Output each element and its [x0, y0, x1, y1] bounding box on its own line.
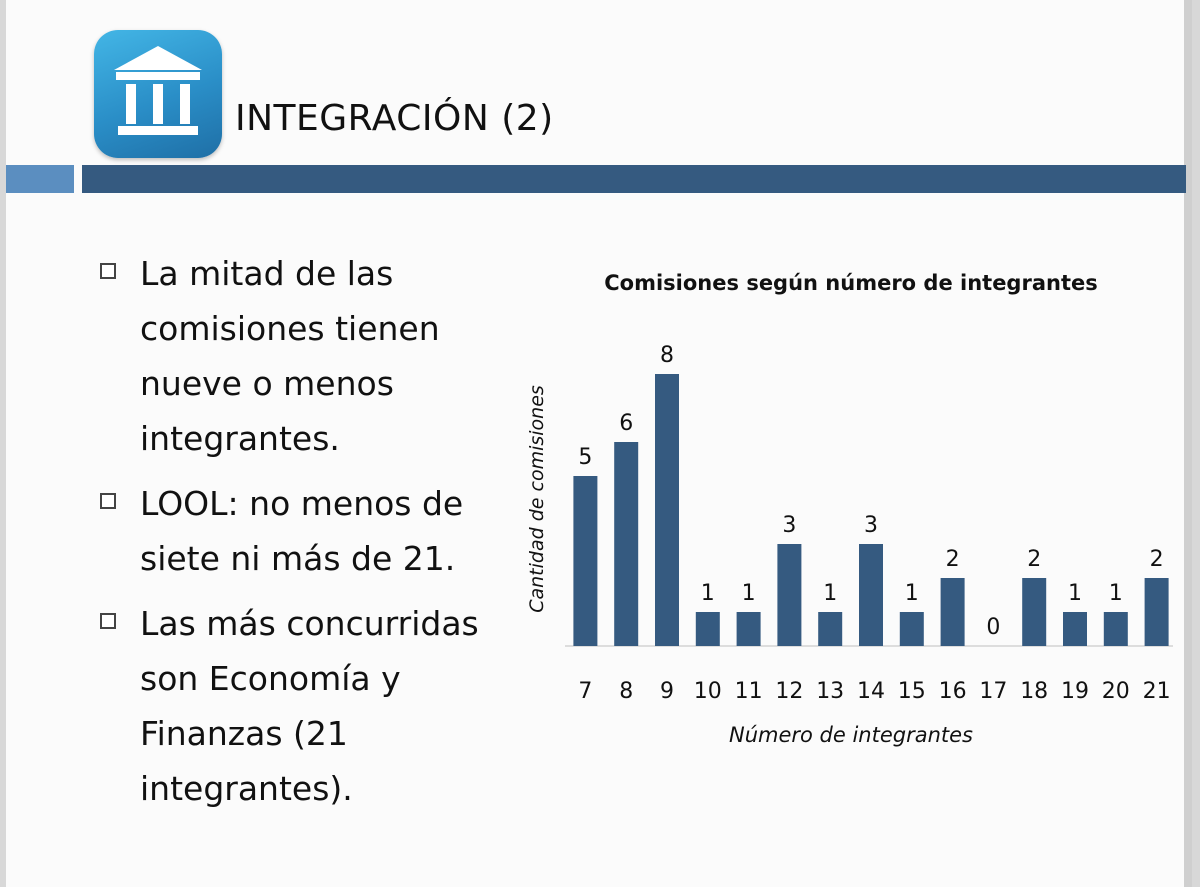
data-label-14: 3 — [864, 513, 878, 538]
bar-12 — [777, 544, 802, 646]
data-label-15: 1 — [905, 581, 919, 606]
bullet-item: Las más concurridas son Economía y Finan… — [100, 596, 510, 816]
x-tick-label-15: 15 — [898, 679, 926, 704]
bar-7 — [573, 476, 598, 646]
x-tick-label-8: 8 — [619, 679, 633, 704]
bar-19 — [1063, 612, 1087, 646]
bank-building-icon — [94, 30, 222, 158]
bullet-text: La mitad de las comisiones tienen nueve … — [140, 254, 440, 458]
bar-21 — [1144, 578, 1169, 646]
bullet-text: LOOL: no menos de siete ni más de 21. — [140, 484, 464, 578]
square-bullet-icon — [100, 263, 116, 279]
x-tick-label-13: 13 — [816, 679, 844, 704]
bar-14 — [859, 544, 883, 646]
chart-title: Comisiones según número de integrantes — [604, 271, 1097, 295]
x-tick-label-11: 11 — [735, 679, 763, 704]
bullet-item: La mitad de las comisiones tienen nueve … — [100, 246, 510, 466]
x-tick-label-12: 12 — [775, 679, 803, 704]
square-bullet-icon — [100, 613, 116, 629]
data-label-13: 1 — [823, 581, 837, 606]
bar-10 — [695, 612, 720, 646]
x-tick-label-10: 10 — [694, 679, 722, 704]
x-tick-label-19: 19 — [1061, 679, 1089, 704]
bullet-item: LOOL: no menos de siete ni más de 21. — [100, 476, 510, 586]
bar-13 — [818, 612, 843, 646]
header-bar — [82, 165, 1186, 193]
bullet-list: La mitad de las comisiones tienen nueve … — [100, 246, 510, 826]
data-label-9: 8 — [660, 343, 674, 368]
bar-18 — [1022, 578, 1047, 646]
data-label-10: 1 — [701, 581, 715, 606]
data-label-20: 1 — [1109, 581, 1123, 606]
bar-9 — [655, 374, 679, 646]
bar-group: 5768891101113121133141152160172181191202… — [573, 343, 1171, 704]
square-bullet-icon — [100, 493, 116, 509]
x-tick-label-17: 17 — [979, 679, 1007, 704]
data-label-16: 2 — [946, 547, 960, 572]
data-label-7: 5 — [578, 445, 592, 470]
x-tick-label-7: 7 — [578, 679, 592, 704]
bar-11 — [736, 612, 761, 646]
page-edge — [1184, 0, 1192, 887]
slide-title: INTEGRACIÓN (2) — [235, 98, 554, 139]
data-label-21: 2 — [1150, 547, 1164, 572]
data-label-18: 2 — [1027, 547, 1041, 572]
data-label-11: 1 — [742, 581, 756, 606]
x-tick-label-9: 9 — [660, 679, 674, 704]
y-axis-label: Cantidad de comisiones — [526, 385, 548, 613]
x-axis-label: Número de integrantes — [729, 723, 973, 747]
x-tick-label-16: 16 — [939, 679, 967, 704]
x-tick-label-14: 14 — [857, 679, 885, 704]
x-tick-label-18: 18 — [1020, 679, 1048, 704]
slide: INTEGRACIÓN (2) — [6, 0, 1192, 887]
bar-8 — [614, 442, 639, 646]
x-tick-label-21: 21 — [1143, 679, 1171, 704]
bar-chart: Comisiones según número de integrantes C… — [526, 271, 1173, 747]
bar-20 — [1103, 612, 1128, 646]
data-label-8: 6 — [619, 411, 633, 436]
bullet-text: Las más concurridas son Economía y Finan… — [140, 604, 479, 808]
header-bar-accent — [6, 165, 74, 193]
x-tick-label-20: 20 — [1102, 679, 1130, 704]
data-label-12: 3 — [782, 513, 796, 538]
data-label-17: 0 — [986, 615, 1000, 640]
data-label-19: 1 — [1068, 581, 1082, 606]
bar-15 — [899, 612, 924, 646]
bar-16 — [940, 578, 965, 646]
